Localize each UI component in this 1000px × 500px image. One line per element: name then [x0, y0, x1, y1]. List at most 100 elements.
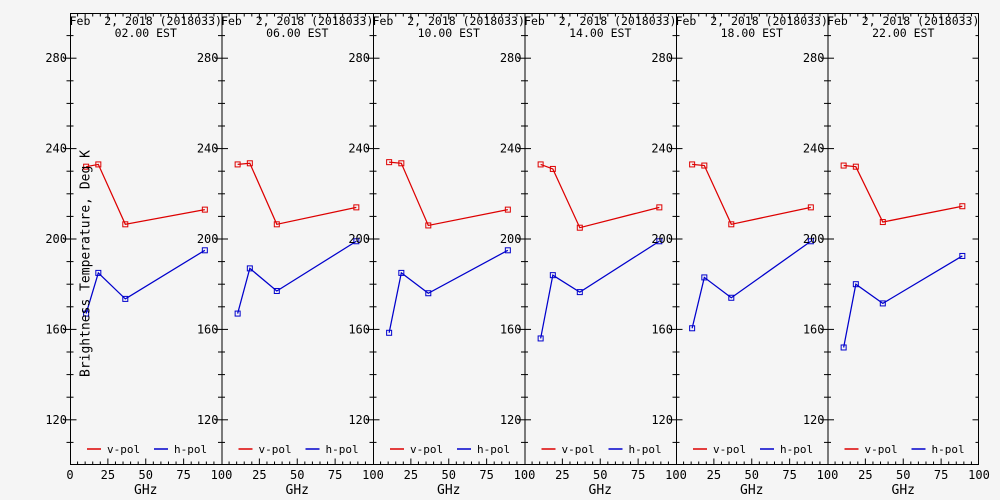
y-tick-label: 160 [651, 322, 673, 336]
panel-title: Feb 2, 2018 (2018033) [524, 14, 676, 28]
x-axis-unit-label: GHz [589, 483, 612, 498]
x-tick-label: 100 [211, 468, 233, 482]
y-tick-label: 160 [348, 322, 370, 336]
h-pol-marker [246, 265, 253, 272]
v-pol-marker [879, 219, 886, 226]
legend-hpol-label: h-pol [629, 443, 662, 456]
panel-title: Feb 2, 2018 (2018033) [373, 14, 525, 28]
v-pol-line [237, 162, 357, 226]
h-pol-line [237, 240, 357, 314]
x-tick-label: 50 [139, 468, 153, 482]
chart-canvas: 120 160 200 240 280 0 25 50 75 100 GHz Feb 2, 2018 … [45, 13, 990, 498]
x-tick-label: 50 [442, 468, 456, 482]
h-pol-line [85, 249, 206, 314]
v-pol-marker [728, 221, 735, 228]
y-tick-label: 200 [803, 232, 825, 246]
h-pol-marker [95, 269, 102, 276]
x-tick-label: 50 [896, 468, 910, 482]
multi-panel-chart: Brightness Temperature, Deg K 120 160 200 2… [45, 13, 990, 498]
x-axis-unit-label: GHz [134, 483, 157, 498]
h-pol-marker [549, 272, 556, 279]
x-axis-unit-label: GHz [892, 483, 915, 498]
panel-subtitle: 18.00 EST [721, 26, 783, 40]
v-pol-marker [504, 206, 511, 213]
h-pol-line [388, 249, 509, 333]
x-tick-label: 25 [404, 468, 418, 482]
x-tick-label: 100 [514, 468, 536, 482]
x-tick-label: 75 [631, 468, 645, 482]
y-tick-label: 280 [803, 51, 825, 65]
x-axis-unit-label: GHz [740, 483, 763, 498]
x-tick-label: 25 [252, 468, 266, 482]
h-pol-marker [576, 289, 583, 296]
x-axis-unit-label: GHz [286, 483, 309, 498]
h-pol-marker [701, 274, 708, 281]
h-pol-line [540, 240, 660, 339]
y-tick-label: 200 [348, 232, 370, 246]
panel-subtitle: 06.00 EST [266, 26, 328, 40]
v-pol-marker [273, 221, 280, 228]
x-tick-label: 75 [176, 468, 190, 482]
x-tick-label: 25 [858, 468, 872, 482]
v-pol-line [540, 163, 660, 229]
x-tick-label: 25 [101, 468, 115, 482]
h-pol-marker [386, 329, 393, 336]
y-tick-label: 240 [348, 142, 370, 156]
v-pol-marker [549, 165, 556, 172]
x-tick-label: 75 [934, 468, 948, 482]
y-tick-label: 120 [803, 413, 825, 427]
panel-subtitle: 10.00 EST [418, 26, 480, 40]
v-pol-line [692, 163, 811, 226]
legend-vpol-label: v-pol [562, 443, 595, 456]
panel-title: Feb 2, 2018 (2018033) [827, 14, 979, 28]
v-pol-marker [398, 160, 405, 167]
y-tick-label: 280 [500, 51, 522, 65]
panel-title: Feb 2, 2018 (2018033) [221, 14, 373, 28]
v-pol-line [86, 163, 205, 226]
h-pol-line [691, 240, 812, 329]
panel-subtitle: 22.00 EST [872, 26, 934, 40]
h-pol-marker [398, 269, 405, 276]
v-pol-line [843, 164, 963, 223]
y-tick-label: 240 [45, 142, 67, 156]
panel-title: Feb 2, 2018 (2018033) [70, 14, 222, 28]
legend-vpol-label: v-pol [410, 443, 443, 456]
legend-hpol-label: h-pol [174, 443, 207, 456]
h-pol-marker [122, 295, 129, 302]
h-pol-marker [425, 290, 432, 297]
y-tick-label: 160 [500, 322, 522, 336]
v-pol-marker [353, 204, 360, 211]
legend-hpol-label: h-pol [932, 443, 965, 456]
h-pol-marker [689, 325, 696, 332]
v-pol-marker [656, 204, 663, 211]
x-tick-label: 0 [66, 468, 73, 482]
y-tick-label: 200 [651, 232, 673, 246]
h-pol-marker [807, 238, 814, 245]
y-tick-label: 200 [500, 232, 522, 246]
v-pol-marker [840, 162, 847, 169]
x-tick-label: 50 [593, 468, 607, 482]
legend-vpol-label: v-pol [259, 443, 292, 456]
y-tick-label: 240 [500, 142, 522, 156]
panel-subtitle: 14.00 EST [569, 26, 631, 40]
v-pol-marker [246, 160, 253, 167]
y-tick-label: 280 [348, 51, 370, 65]
legend-vpol-label: v-pol [713, 443, 746, 456]
x-tick-label: 100 [362, 468, 384, 482]
x-axis-unit-label: GHz [437, 483, 460, 498]
h-pol-marker [852, 281, 859, 288]
v-pol-marker [807, 204, 814, 211]
v-pol-marker [83, 163, 90, 170]
v-pol-marker [386, 159, 393, 166]
y-tick-label: 120 [197, 413, 219, 427]
h-pol-marker [840, 344, 847, 351]
h-pol-marker [504, 247, 511, 254]
y-tick-label: 120 [348, 413, 370, 427]
x-tick-label: 50 [290, 468, 304, 482]
v-pol-marker [201, 206, 208, 213]
x-tick-label: 100 [968, 468, 990, 482]
h-pol-marker [83, 310, 90, 317]
legend-hpol-label: h-pol [780, 443, 813, 456]
h-pol-marker [728, 294, 735, 301]
v-pol-marker [576, 224, 583, 231]
